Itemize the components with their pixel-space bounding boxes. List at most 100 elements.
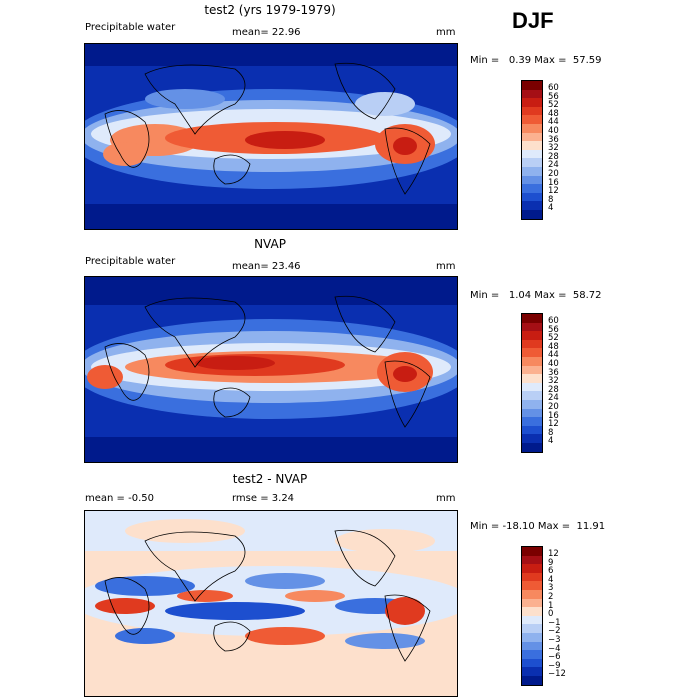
panel2-title: NVAP — [254, 237, 286, 251]
colorbar-cell — [522, 598, 542, 608]
colorbar-label: 20 — [548, 401, 559, 412]
colorbar-cell — [522, 314, 542, 323]
colorbar-label: 28 — [548, 151, 559, 162]
colorbar-cell — [522, 166, 542, 176]
colorbar-label: 40 — [548, 125, 559, 136]
colorbar-cell — [522, 555, 542, 565]
colorbar-label: 4 — [548, 436, 554, 447]
colorbar-label: 16 — [548, 410, 559, 421]
colorbar-cell — [522, 81, 542, 90]
colorbar-cell — [522, 98, 542, 107]
panel2-variable: Precipitable water — [85, 256, 176, 267]
colorbar-label: 56 — [548, 91, 559, 102]
colorbar-label: 36 — [548, 367, 559, 378]
panel1-title: test2 (yrs 1979-1979) — [204, 3, 336, 17]
colorbar-cell — [522, 356, 542, 366]
panel1-map — [84, 43, 458, 230]
colorbar-label: 4 — [548, 574, 554, 585]
colorbar-label: 36 — [548, 134, 559, 145]
panel2-minmax: Min = 1.04 Max = 58.72 — [470, 290, 602, 301]
colorbar-label: 24 — [548, 160, 559, 171]
colorbar-label: 40 — [548, 358, 559, 369]
colorbar-cell — [522, 408, 542, 418]
colorbar-label: 60 — [548, 83, 559, 93]
colorbar-label: 56 — [548, 324, 559, 335]
colorbar-label: 44 — [548, 117, 559, 128]
colorbar-label: 60 — [548, 316, 559, 326]
colorbar-label: −4 — [548, 643, 561, 654]
colorbar-cell — [522, 399, 542, 409]
colorbar-cell — [522, 658, 542, 668]
colorbar-label: 8 — [548, 194, 554, 205]
panel3-mean: mean = -0.50 — [85, 493, 154, 504]
colorbar-label: 6 — [548, 566, 554, 577]
colorbar-cell — [522, 331, 542, 340]
colorbar-label: 52 — [548, 100, 559, 111]
panel1-units: mm — [436, 27, 456, 38]
colorbar-label: 52 — [548, 333, 559, 344]
colorbar-label: 12 — [548, 419, 559, 430]
colorbar-label: 44 — [548, 350, 559, 361]
colorbar-cell — [522, 322, 542, 332]
colorbar-cell — [522, 564, 542, 573]
colorbar-cell — [522, 89, 542, 99]
colorbar-cell — [522, 442, 542, 452]
colorbar-label: 48 — [548, 108, 559, 119]
panel2-map-field — [85, 277, 457, 462]
panel1-colorbar — [521, 80, 543, 220]
panel1-mean: mean= 22.96 — [232, 27, 301, 38]
colorbar-label: 3 — [548, 583, 554, 594]
colorbar-label: 4 — [548, 203, 554, 214]
panel3-colorbar-labels: 12 9 6 4 3 2 1 0 −1 −2 −3 −4 −6 −9 −12 — [548, 550, 566, 679]
colorbar-cell — [522, 589, 542, 599]
colorbar-cell — [522, 123, 542, 133]
panel2-units: mm — [436, 261, 456, 272]
colorbar-cell — [522, 365, 542, 375]
colorbar-cell — [522, 106, 542, 116]
colorbar-cell — [522, 425, 542, 435]
panel2-mean: mean= 23.46 — [232, 261, 301, 272]
colorbar-label: 12 — [548, 549, 559, 559]
colorbar-cell — [522, 184, 542, 193]
colorbar-cell — [522, 192, 542, 202]
colorbar-cell — [522, 581, 542, 590]
colorbar-cell — [522, 374, 542, 383]
colorbar-cell — [522, 348, 542, 357]
colorbar-label: 20 — [548, 168, 559, 179]
colorbar-label: 2 — [548, 591, 554, 602]
colorbar-label: −9 — [548, 660, 561, 671]
colorbar-cell — [522, 632, 542, 642]
panel3-title: test2 - NVAP — [232, 472, 308, 486]
colorbar-label: −6 — [548, 652, 561, 663]
colorbar-label: 32 — [548, 376, 559, 387]
colorbar-label: 32 — [548, 143, 559, 154]
panel3-map — [84, 510, 458, 697]
colorbar-label: 16 — [548, 177, 559, 188]
colorbar-cell — [522, 382, 542, 392]
colorbar-label: 48 — [548, 341, 559, 352]
colorbar-label: 0 — [548, 609, 554, 620]
panel3-units: mm — [436, 493, 456, 504]
colorbar-cell — [522, 417, 542, 426]
panel2-colorbar-labels: 60 56 52 48 44 40 36 32 28 24 20 16 12 8… — [548, 317, 559, 446]
colorbar-cell — [522, 624, 542, 633]
panel2-map — [84, 276, 458, 463]
panel3-rmse: rmse = 3.24 — [232, 493, 295, 504]
panel2-colorbar — [521, 313, 543, 453]
colorbar-cell — [522, 641, 542, 651]
colorbar-cell — [522, 115, 542, 124]
colorbar-cell — [522, 547, 542, 556]
colorbar-cell — [522, 434, 542, 443]
colorbar-cell — [522, 391, 542, 400]
colorbar-label: −3 — [548, 634, 561, 645]
colorbar-label: 1 — [548, 600, 554, 611]
colorbar-cell — [522, 158, 542, 167]
panel3-colorbar — [521, 546, 543, 686]
colorbar-cell — [522, 132, 542, 142]
colorbar-cell — [522, 175, 542, 185]
panel1-colorbar-labels: 60 56 52 48 44 40 36 32 28 24 20 16 12 8… — [548, 84, 559, 213]
colorbar-cell — [522, 209, 542, 219]
colorbar-cell — [522, 149, 542, 159]
colorbar-cell — [522, 201, 542, 210]
season-label: DJF — [512, 8, 554, 33]
